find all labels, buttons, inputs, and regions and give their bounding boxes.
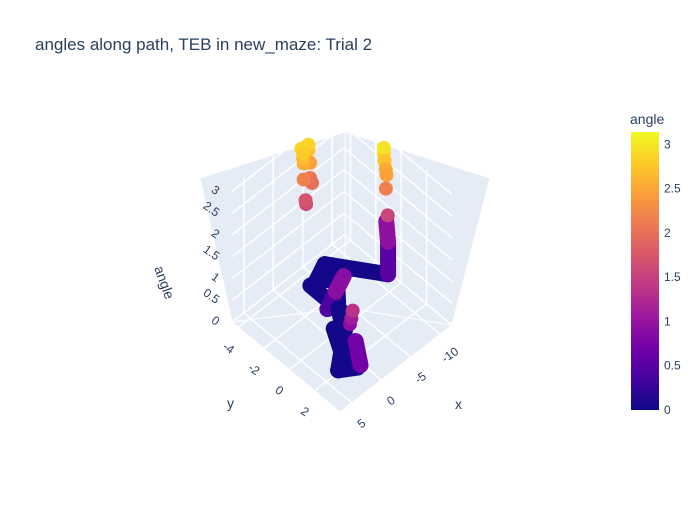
path-traces: [294, 137, 397, 379]
angle-point-marker: [378, 181, 393, 196]
angle-point-marker: [379, 168, 394, 183]
z-gridline-left: [231, 190, 345, 280]
path-segment-marker: [378, 213, 397, 250]
path-segment-marker: [327, 268, 352, 300]
z-gridline-right: [343, 125, 453, 217]
x-gridline-floor: [243, 312, 353, 404]
path-segment-marker: [347, 332, 369, 374]
z-gridline-right: [343, 103, 453, 195]
colorbar-title: angle: [630, 111, 664, 127]
colorbar: angle 0 0.5 1 1.5 2 2.5 3: [630, 111, 681, 417]
z-gridline-right: [343, 169, 453, 261]
y-tick-label: -4: [220, 339, 237, 357]
angle-point-marker: [296, 146, 311, 161]
colorbar-tick-label: 1.5: [664, 270, 681, 284]
z-gridline-right: [343, 147, 453, 239]
z-gridline-left: [231, 212, 345, 301]
z-tick-label: 1: [209, 270, 223, 285]
y-gridline-floor: [237, 239, 351, 328]
y-tick-label: 2: [298, 404, 312, 419]
path-segment-marker: [316, 256, 397, 283]
x-tick-label: -10: [439, 344, 462, 366]
z-tick-label: 0: [209, 313, 223, 328]
colorbar-tick-label: 2.5: [664, 182, 681, 196]
z-gridline-left: [231, 169, 345, 258]
z-gridline-left: [231, 103, 345, 192]
x-tick-label: 0: [384, 393, 398, 408]
x-tick-label: -5: [412, 369, 429, 387]
z-gridline-left: [231, 147, 345, 236]
colorbar-tick-label: 3: [664, 137, 671, 151]
colorbar-gradient: [631, 132, 659, 410]
z-axis-title: angle: [151, 264, 178, 302]
colorbar-tick-label: 2: [664, 226, 671, 240]
colorbar-tick-label: 0.5: [664, 359, 681, 373]
z-gridline-right: [343, 212, 453, 304]
x-tick-label: 5: [355, 416, 369, 431]
z-gridline-right: [343, 234, 453, 326]
angle-point-marker: [380, 208, 395, 223]
z-tick-label: 0.5: [201, 286, 223, 307]
colorbar-tick-label: 1: [664, 314, 671, 328]
y-tick-label: 0: [273, 383, 287, 398]
angle-point-marker: [345, 303, 360, 318]
y-axis-title: y: [227, 395, 234, 411]
z-gridline-left: [231, 234, 345, 323]
x-axis-title: x: [455, 396, 462, 412]
angle-point-marker: [298, 193, 313, 208]
colorbar-ticks: 0 0.5 1 1.5 2 2.5 3: [664, 137, 681, 417]
x-gridline-floor: [331, 243, 441, 335]
chart-title: angles along path, TEB in new_maze: Tria…: [35, 35, 372, 54]
angle-point-marker: [376, 140, 391, 155]
z-gridline-right: [343, 190, 453, 283]
colorbar-tick-label: 0: [664, 403, 671, 417]
z-gridline-left: [231, 125, 345, 214]
angle-point-marker: [296, 172, 311, 187]
y-tick-label: -2: [246, 360, 263, 378]
